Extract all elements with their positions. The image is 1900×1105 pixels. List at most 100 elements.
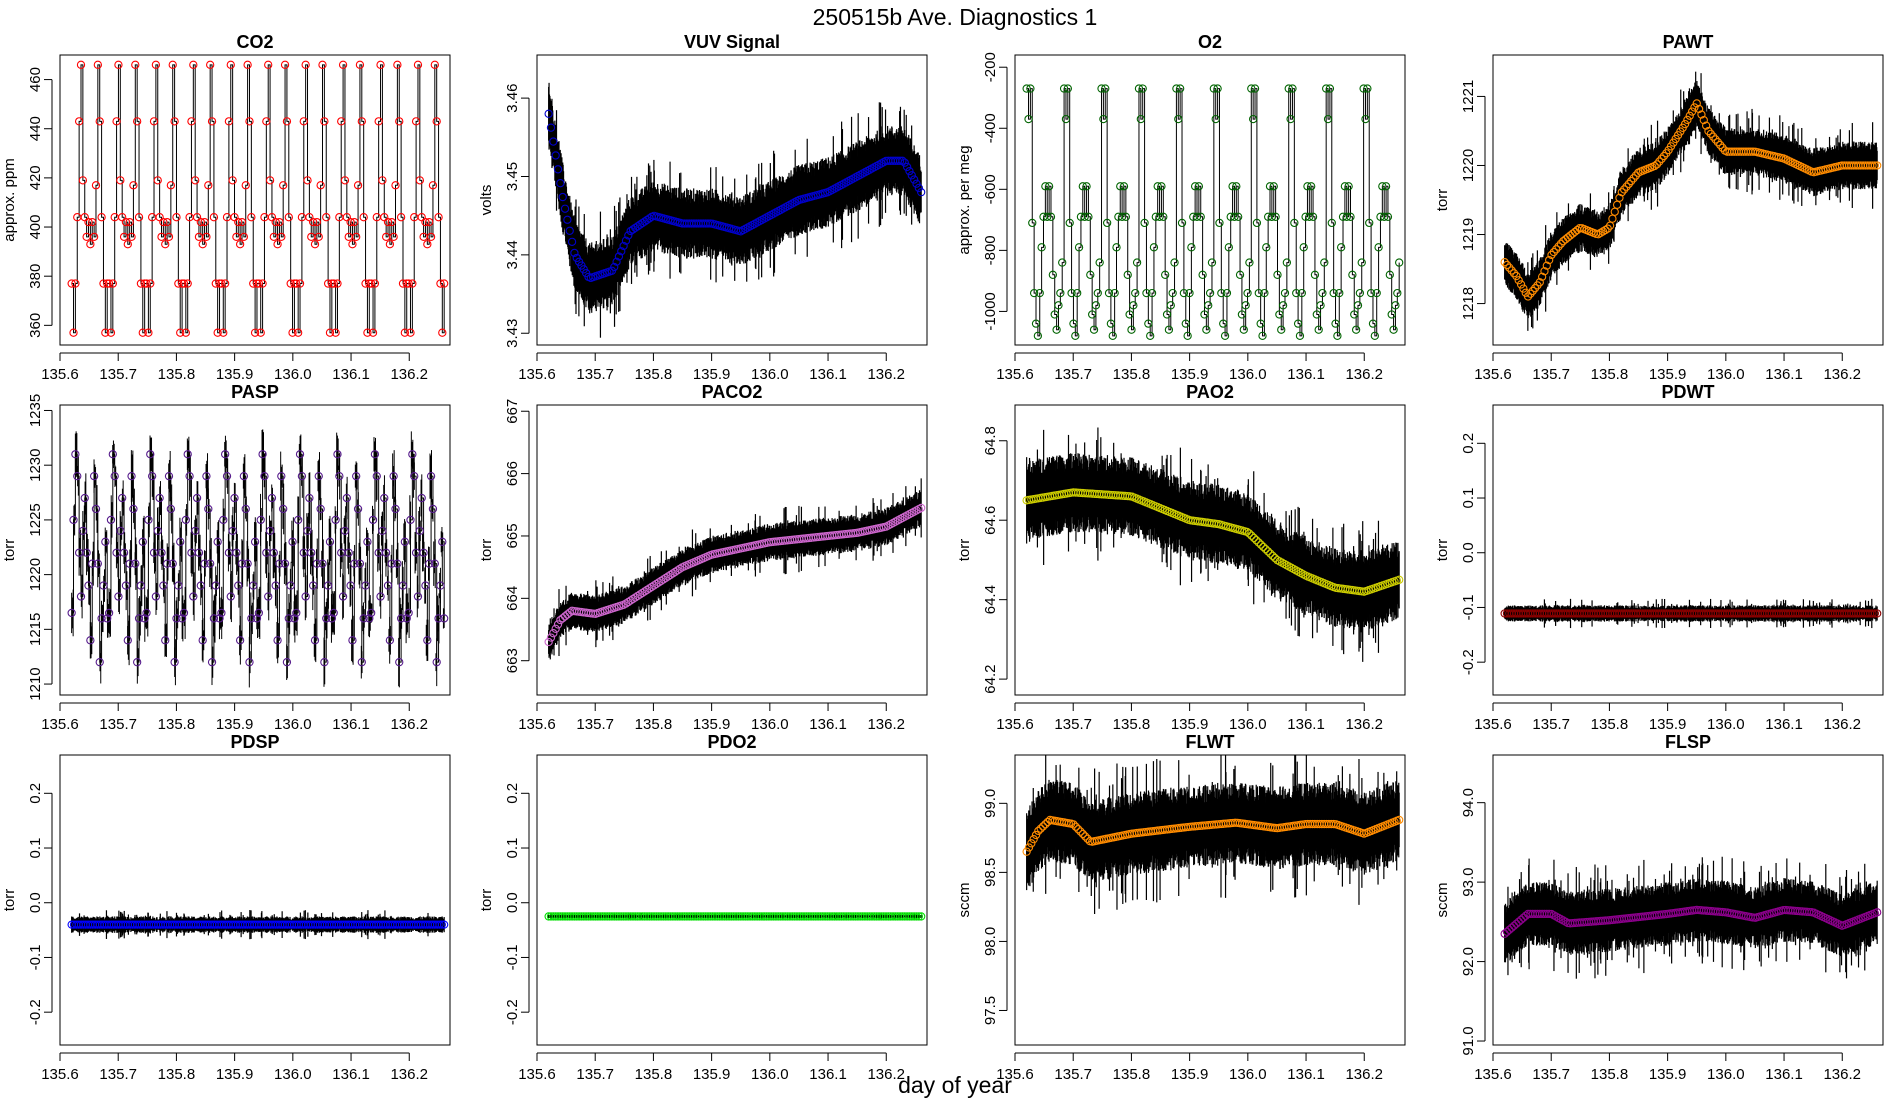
x-tick-label: 136.0 — [1707, 366, 1745, 383]
panel-title: PASP — [231, 382, 279, 402]
y-tick-label: 420 — [27, 165, 44, 190]
x-tick-label: 135.6 — [518, 366, 556, 383]
x-tick-label: 135.7 — [1532, 366, 1570, 383]
x-tick-label: 136.0 — [751, 716, 789, 733]
x-tick-label: 135.8 — [158, 366, 196, 383]
y-tick-label: 460 — [27, 67, 44, 92]
y-tick-label: -1000 — [982, 292, 999, 330]
x-tick-label: 135.8 — [635, 366, 673, 383]
y-tick-label: 64.4 — [982, 585, 999, 614]
y-tick-label: 1220 — [1460, 149, 1477, 182]
plot-area — [1501, 72, 1881, 331]
y-tick-label: 663 — [504, 648, 521, 673]
x-tick-label: 135.6 — [41, 366, 79, 383]
x-tick-label: 135.9 — [216, 366, 254, 383]
trace-line — [1027, 89, 1400, 336]
y-tick-label: 400 — [27, 215, 44, 240]
y-tick-label: -400 — [982, 113, 999, 143]
x-tick-label: 136.0 — [1229, 366, 1267, 383]
x-tick-label: 136.2 — [390, 716, 428, 733]
x-tick-label: 136.2 — [1345, 716, 1383, 733]
y-tick-label: 440 — [27, 116, 44, 141]
y-tick-label: 666 — [504, 461, 521, 486]
y-tick-label: -200 — [982, 52, 999, 82]
x-tick-label: 136.2 — [390, 366, 428, 383]
x-tick-label: 136.1 — [1765, 366, 1803, 383]
y-axis-label: approx. per meg — [956, 145, 973, 254]
y-tick-label: 667 — [504, 399, 521, 424]
y-tick-label: 64.2 — [982, 665, 999, 694]
y-tick-label: 3.44 — [504, 240, 521, 269]
y-axis-label: torr — [1434, 189, 1451, 212]
x-tick-label: 135.9 — [693, 716, 731, 733]
y-tick-label: 1215 — [27, 613, 44, 646]
y-tick-label: 3.46 — [504, 84, 521, 113]
y-tick-label: 1219 — [1460, 218, 1477, 251]
x-tick-label: 135.7 — [99, 716, 137, 733]
main-title: 250515b Ave. Diagnostics 1 — [813, 4, 1098, 30]
x-tick-label: 135.8 — [1591, 366, 1629, 383]
x-tick-label: 136.1 — [809, 716, 847, 733]
y-tick-label: 665 — [504, 523, 521, 548]
y-axis-label: volts — [478, 185, 495, 216]
plot-area — [1023, 85, 1403, 339]
y-tick-label: 1221 — [1460, 80, 1477, 113]
y-tick-label: 3.43 — [504, 319, 521, 348]
x-tick-label: 135.8 — [1113, 366, 1151, 383]
y-tick-label: 64.6 — [982, 506, 999, 535]
y-tick-label: 1210 — [27, 667, 44, 700]
x-tick-label: 135.6 — [518, 716, 556, 733]
y-tick-label: 1218 — [1460, 287, 1477, 320]
plot-area — [68, 61, 448, 336]
panel-title: CO2 — [236, 32, 273, 52]
x-tick-label: 135.9 — [1649, 366, 1687, 383]
x-tick-label: 136.0 — [274, 716, 312, 733]
y-tick-label: 1220 — [27, 558, 44, 591]
y-axis-label: torr — [1, 539, 18, 562]
x-tick-label: 136.2 — [1345, 366, 1383, 383]
panel-title: O2 — [1198, 32, 1222, 52]
plot-area — [545, 478, 925, 659]
x-tick-label: 135.8 — [158, 716, 196, 733]
x-tick-label: 136.2 — [867, 366, 905, 383]
y-tick-label: 380 — [27, 264, 44, 289]
x-tick-label: 136.1 — [332, 716, 370, 733]
x-tick-label: 135.9 — [693, 366, 731, 383]
x-tick-label: 135.7 — [1054, 716, 1092, 733]
y-tick-label: 3.45 — [504, 162, 521, 191]
x-tick-label: 135.6 — [1474, 366, 1512, 383]
y-tick-label: 1225 — [27, 503, 44, 536]
x-tick-label: 135.7 — [576, 366, 614, 383]
x-tick-label: 136.0 — [1229, 716, 1267, 733]
x-tick-label: 135.9 — [1171, 366, 1209, 383]
y-tick-label: 664 — [504, 586, 521, 611]
x-tick-label: 135.7 — [1054, 366, 1092, 383]
x-tick-label: 135.6 — [996, 366, 1034, 383]
y-tick-label: -600 — [982, 174, 999, 204]
trace-line — [72, 65, 445, 333]
x-tick-label: 135.6 — [996, 716, 1034, 733]
x-tick-label: 135.7 — [99, 366, 137, 383]
panel-title: VUV Signal — [684, 32, 780, 52]
panel-title: PAWT — [1663, 32, 1714, 52]
y-axis-label: approx. ppm — [1, 158, 18, 241]
y-axis-label: torr — [956, 539, 973, 562]
x-tick-label: 135.8 — [1113, 716, 1151, 733]
x-tick-label: 136.1 — [332, 366, 370, 383]
plot-area — [1023, 428, 1403, 662]
x-tick-label: 135.9 — [1171, 716, 1209, 733]
x-tick-label: 136.0 — [751, 366, 789, 383]
plot-area — [68, 429, 448, 687]
x-tick-label: 135.9 — [216, 716, 254, 733]
y-tick-label: 1235 — [27, 394, 44, 427]
x-tick-label: 135.8 — [635, 716, 673, 733]
